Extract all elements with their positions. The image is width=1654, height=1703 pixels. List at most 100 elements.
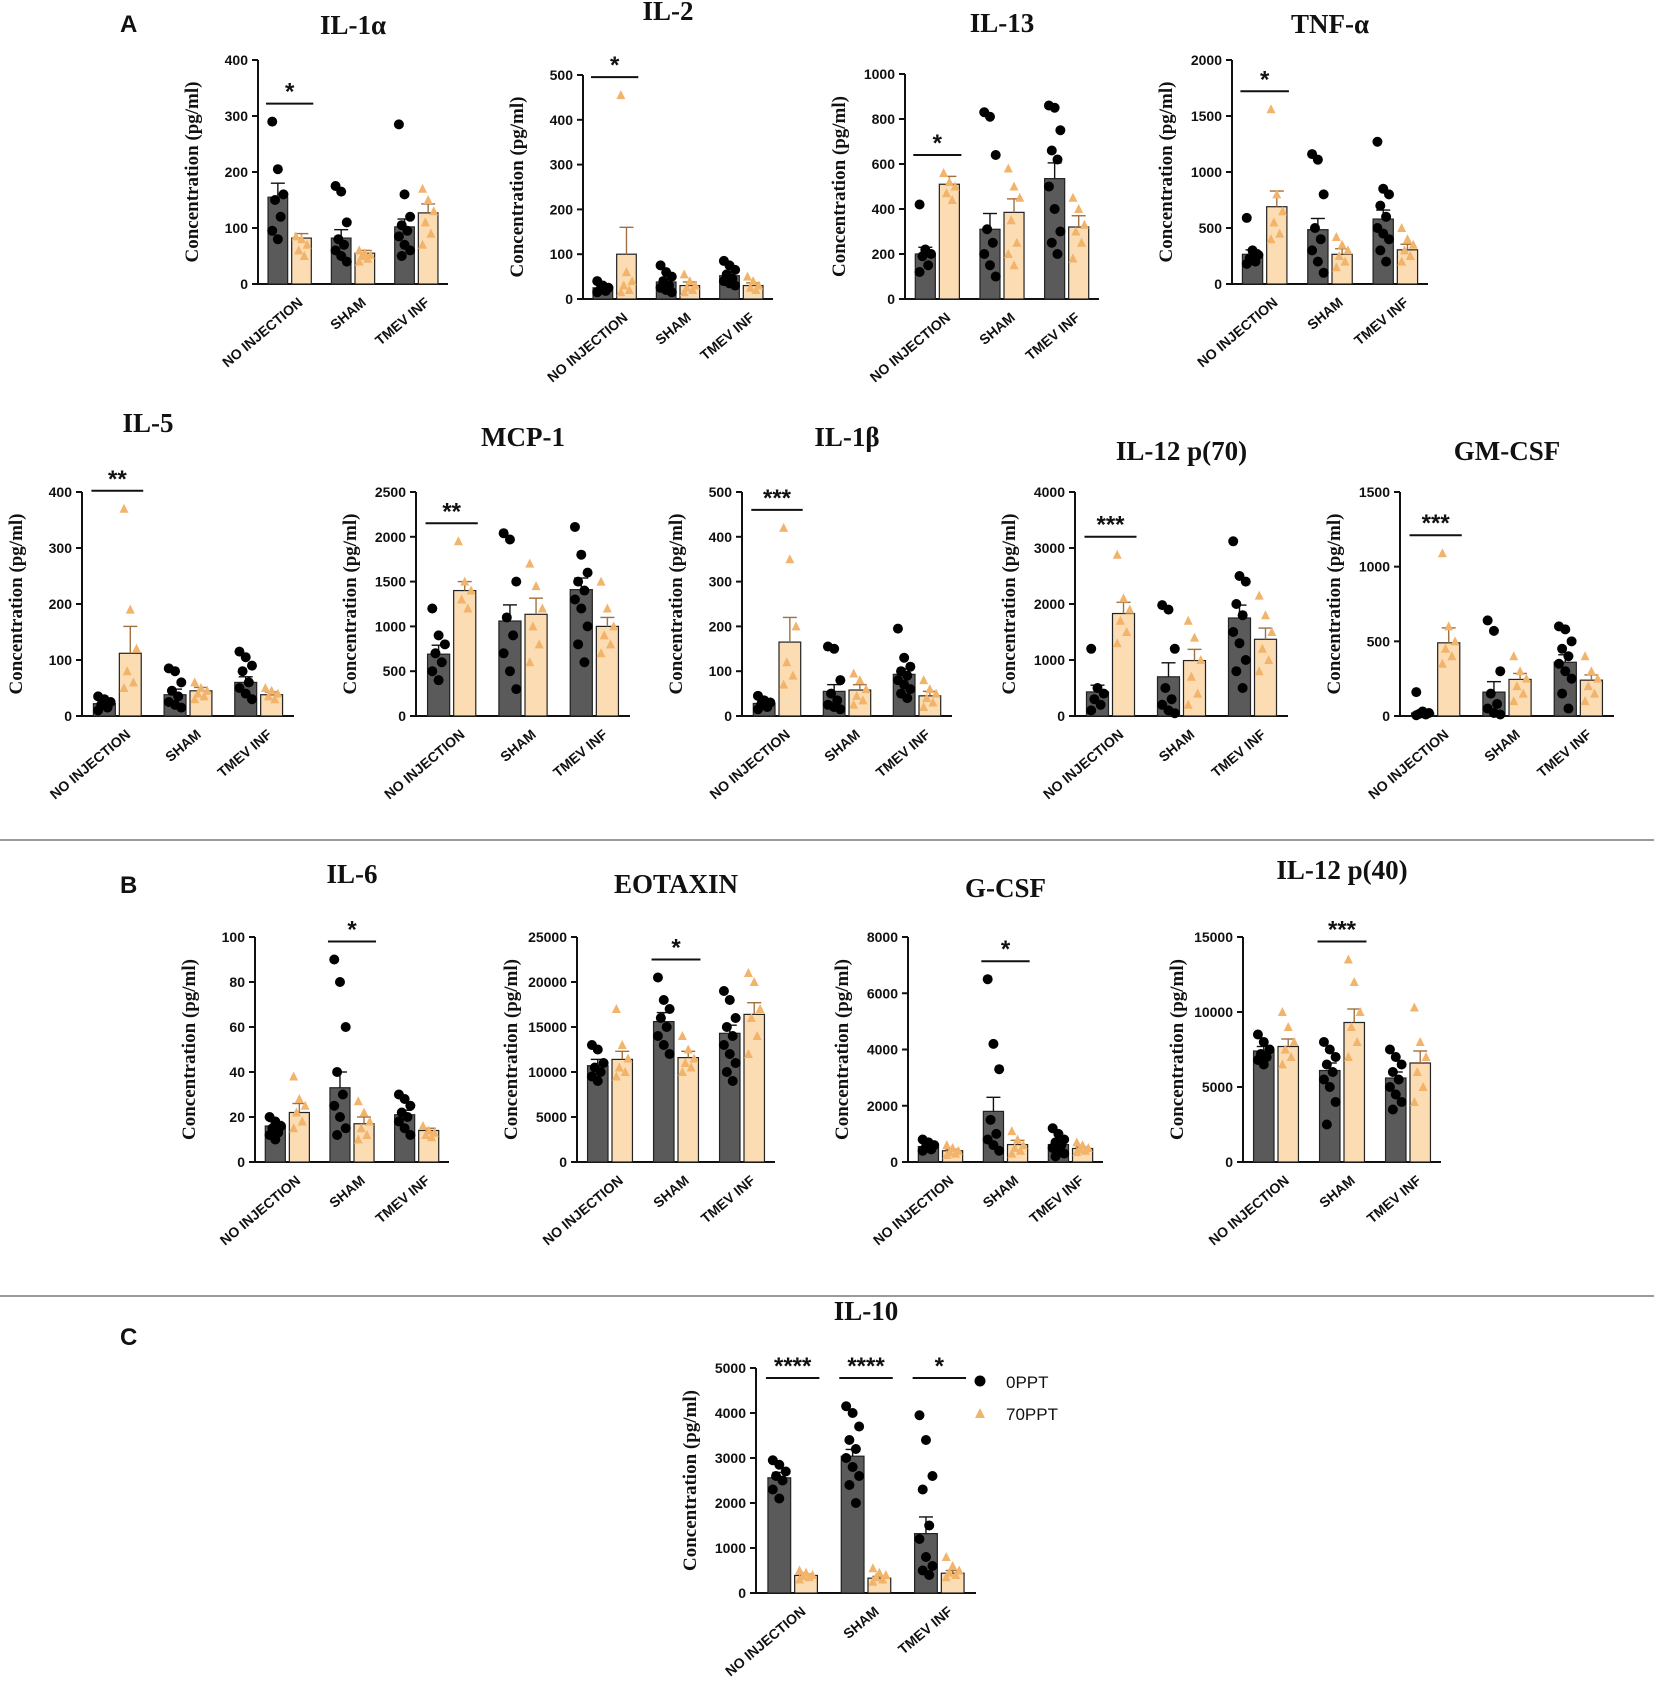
data-point-70ppt <box>1509 696 1519 706</box>
bar-70ppt <box>1508 678 1532 717</box>
y-tick-label: 20 <box>229 1109 245 1125</box>
chart-title: IL-5 <box>122 408 173 438</box>
data-point-0ppt <box>1372 136 1383 147</box>
data-point-0ppt <box>924 1520 935 1531</box>
y-tick-label: 400 <box>550 112 574 128</box>
data-point-0ppt <box>727 1031 738 1041</box>
data-point-0ppt <box>329 954 340 965</box>
category-label: NO INJECTION <box>1040 726 1127 802</box>
data-point-70ppt <box>1072 1137 1082 1147</box>
data-point-0ppt <box>1384 1044 1395 1055</box>
data-point-70ppt <box>1254 590 1264 600</box>
y-axis-label: Concentration (pg/ml) <box>666 513 687 694</box>
data-point-70ppt <box>746 1013 756 1022</box>
data-point-0ppt <box>334 1112 345 1122</box>
data-point-70ppt <box>193 688 203 698</box>
data-point-0ppt <box>666 287 677 298</box>
data-point-0ppt <box>905 684 916 695</box>
data-point-0ppt <box>1384 1082 1395 1092</box>
data-point-70ppt <box>779 679 789 689</box>
data-point-0ppt <box>1234 638 1245 649</box>
category-label: NO INJECTION <box>219 294 306 370</box>
data-point-70ppt <box>1447 651 1457 661</box>
y-tick-label: 1000 <box>864 66 895 82</box>
y-axis-label: Concentration (pg/ml) <box>179 959 200 1140</box>
y-tick-label: 1500 <box>1359 484 1390 500</box>
y-tick-label: 15000 <box>1194 929 1233 945</box>
data-point-0ppt <box>272 164 283 175</box>
data-point-0ppt <box>927 1471 938 1481</box>
data-point-70ppt <box>457 594 467 604</box>
data-point-70ppt <box>1349 977 1359 986</box>
chart-7: IL-12 p(70) 0 1000 2000 3000 4000 Concentratio… <box>999 436 1288 802</box>
data-point-70ppt <box>950 181 960 191</box>
data-point-70ppt <box>363 253 373 263</box>
y-tick-label: 400 <box>225 52 249 68</box>
category-label: NO INJECTION <box>47 726 134 802</box>
data-point-0ppt <box>1049 204 1060 214</box>
chart-12: IL-12 p(40) 0 5000 10000 15000 Concentration … <box>1167 855 1441 1248</box>
data-point-0ppt <box>655 260 666 271</box>
data-point-70ppt <box>353 1096 363 1106</box>
chart-2: IL-13 0 200 400 600 800 1000 Concentration (pg/… <box>829 8 1099 385</box>
y-tick-label: 10000 <box>1194 1004 1233 1020</box>
data-point-70ppt <box>190 677 200 687</box>
category-label: NO INJECTION <box>1194 294 1281 370</box>
y-tick-label: 0 <box>240 276 248 292</box>
data-point-0ppt <box>982 974 993 985</box>
bar-70ppt <box>1266 206 1288 285</box>
data-point-70ppt <box>1278 206 1288 216</box>
category-label: SHAM <box>980 1172 1022 1211</box>
data-point-70ppt <box>196 683 206 692</box>
y-tick-label: 1000 <box>1034 652 1065 668</box>
data-point-70ppt <box>1590 688 1600 698</box>
data-point-70ppt <box>791 621 801 631</box>
data-point-0ppt <box>902 693 913 704</box>
data-point-70ppt <box>868 1576 878 1586</box>
y-tick-label: 300 <box>49 540 73 556</box>
chart-10: EOTAXIN 0 5000 10000 15000 20000 25000 Concentr… <box>501 869 775 1248</box>
chart-title: IL-10 <box>834 1296 899 1326</box>
data-point-70ppt <box>1437 658 1447 668</box>
panel-label-b: B <box>120 872 137 899</box>
data-point-70ppt <box>1277 1007 1287 1016</box>
y-tick-label: 200 <box>49 596 73 612</box>
chart-title: MCP-1 <box>481 422 565 452</box>
category-label: SHAM <box>497 726 539 765</box>
category-label: NO INJECTION <box>870 1172 957 1248</box>
data-point-0ppt <box>246 660 257 671</box>
data-point-70ppt <box>1018 1140 1028 1150</box>
data-point-0ppt <box>1553 658 1564 669</box>
data-point-70ppt <box>270 694 280 704</box>
category-label: SHAM <box>1316 1172 1358 1211</box>
y-tick-label: 600 <box>872 156 896 172</box>
data-point-0ppt <box>592 1076 603 1086</box>
data-point-0ppt <box>924 1570 935 1580</box>
data-point-0ppt <box>1560 666 1571 677</box>
data-point-0ppt <box>914 1534 925 1544</box>
data-point-70ppt <box>1441 643 1451 653</box>
data-point-70ppt <box>1193 688 1203 698</box>
data-point-0ppt <box>243 677 254 688</box>
data-point-0ppt <box>1330 1097 1341 1107</box>
data-point-70ppt <box>297 1116 307 1126</box>
data-point-70ppt <box>795 1565 805 1575</box>
category-label: TMEV INF <box>550 726 611 781</box>
y-tick-label: 80 <box>229 974 245 990</box>
panel-label-a: A <box>120 11 137 38</box>
data-point-70ppt <box>1408 239 1418 249</box>
data-point-0ppt <box>1261 1052 1272 1062</box>
chart-8: GM-CSF 0 500 1000 1500 Concentration (pg/ml) N… <box>1324 436 1614 802</box>
data-point-0ppt <box>402 225 413 236</box>
data-point-0ppt <box>1052 249 1063 259</box>
y-tick-label: 400 <box>872 201 896 217</box>
data-point-70ppt <box>686 1062 696 1072</box>
data-point-0ppt <box>762 702 773 713</box>
significance-label: ** <box>442 498 461 525</box>
category-label: SHAM <box>652 309 694 348</box>
data-point-70ppt <box>779 522 789 532</box>
y-tick-label: 0 <box>559 1154 567 1170</box>
data-point-70ppt <box>919 675 929 685</box>
significance-label: * <box>285 79 295 106</box>
y-tick-label: 100 <box>709 663 733 679</box>
